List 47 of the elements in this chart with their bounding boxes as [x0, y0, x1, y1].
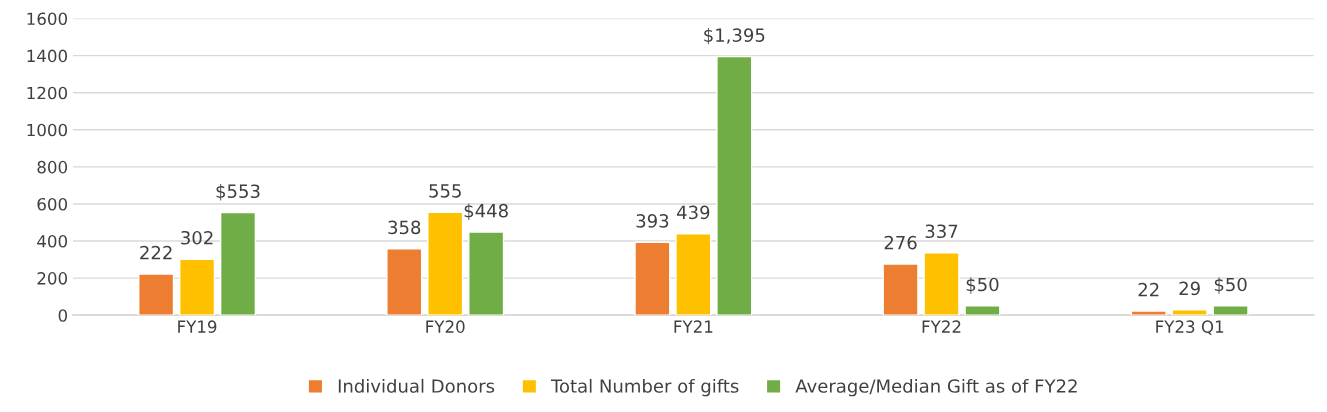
- data-label: 337: [925, 224, 958, 239]
- legend-label: Individual Donors: [338, 378, 495, 393]
- data-label: 439: [677, 205, 710, 220]
- bar: [923, 252, 960, 316]
- bar: [1212, 305, 1249, 316]
- x-tick-label: FY22: [922, 320, 961, 333]
- y-tick-label: 1000: [27, 123, 68, 137]
- legend-label: Total Number of gifts: [550, 378, 739, 397]
- y-tick-label: 400: [37, 234, 68, 248]
- x-tick-label: FY21: [674, 320, 713, 333]
- data-label: 29: [1179, 281, 1200, 296]
- data-label: 222: [140, 245, 172, 260]
- x-tick-label: FY19: [178, 320, 217, 333]
- data-label: 393: [636, 214, 669, 228]
- bar: [716, 55, 753, 316]
- y-tick-label: 600: [37, 197, 68, 211]
- data-label: 22: [1138, 282, 1159, 297]
- x-tick-label: FY23 Q1: [1156, 320, 1224, 335]
- legend-label: Average/Median Gift as of FY22: [795, 378, 1077, 397]
- data-label: $50: [966, 277, 999, 294]
- y-tick-label: 800: [37, 160, 68, 174]
- y-tick-label: 1600: [27, 12, 68, 26]
- bar: [427, 211, 464, 316]
- bar: [1130, 310, 1167, 316]
- x-tick-label: FY20: [426, 320, 465, 333]
- bar: [468, 231, 505, 316]
- data-label: $50: [1214, 277, 1247, 294]
- bar: [882, 263, 919, 316]
- data-label: $448: [464, 203, 508, 220]
- bar: [178, 258, 216, 316]
- data-label: $1,395: [704, 27, 765, 45]
- bar: [1171, 309, 1208, 316]
- y-tick-label: 0: [58, 309, 68, 322]
- data-label: 302: [181, 230, 213, 245]
- data-label: 358: [388, 220, 421, 235]
- data-label: $553: [216, 184, 260, 201]
- bar: [386, 248, 423, 316]
- y-tick-label: 1400: [27, 49, 68, 63]
- bar: [964, 305, 1001, 316]
- data-label: 555: [429, 184, 461, 198]
- bar: [138, 273, 175, 316]
- bar: [675, 233, 712, 316]
- bar: [219, 211, 257, 316]
- bar: [634, 241, 671, 316]
- data-label: 276: [884, 235, 917, 250]
- y-tick-label: 200: [37, 272, 68, 285]
- y-tick-label: 1200: [27, 86, 68, 100]
